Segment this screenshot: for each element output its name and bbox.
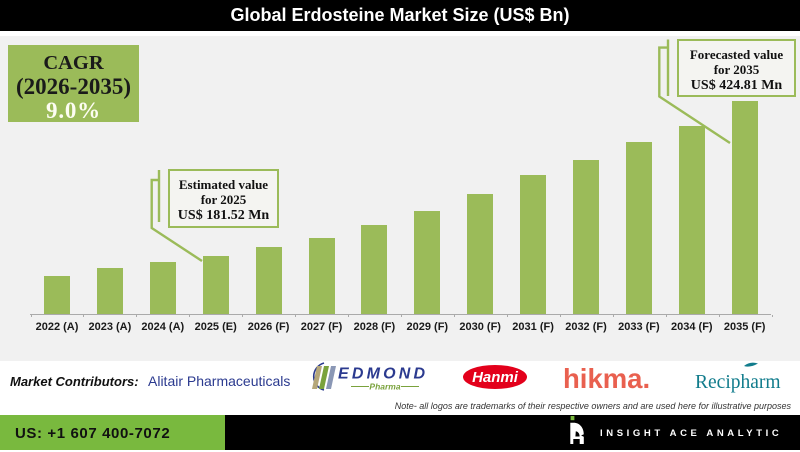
svg-text:Pharma: Pharma [369,382,400,392]
svg-text:EDMOND: EDMOND [338,366,428,383]
svg-text:Hanmi: Hanmi [472,369,519,386]
svg-text:Recipharm: Recipharm [695,372,781,393]
